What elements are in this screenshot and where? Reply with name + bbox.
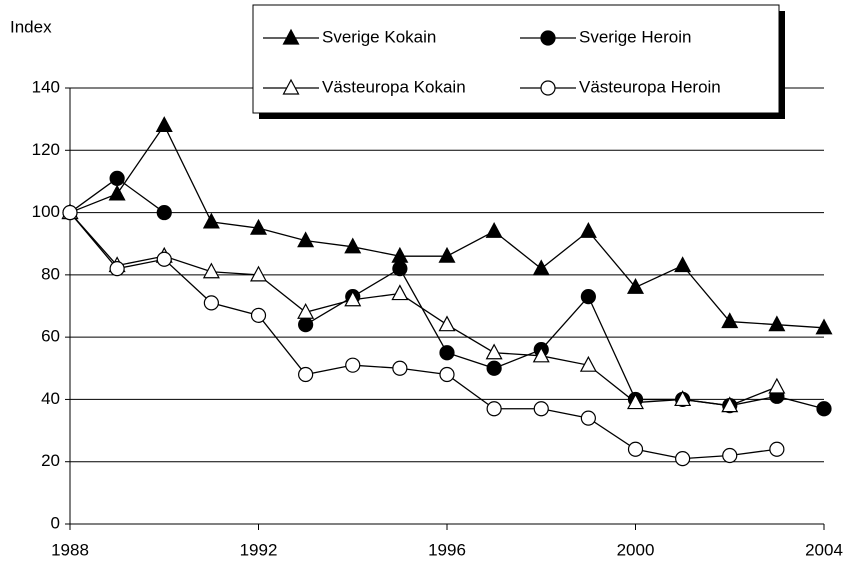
y-tick-label: 0: [51, 513, 60, 532]
y-tick-label: 80: [41, 264, 60, 283]
marker: [155, 116, 173, 132]
y-tick-label: 100: [32, 202, 60, 221]
marker: [391, 284, 409, 301]
marker: [540, 30, 556, 46]
marker: [344, 290, 362, 307]
marker: [297, 231, 315, 248]
y-tick-label: 60: [41, 327, 60, 346]
x-tick-label: 2000: [617, 540, 655, 559]
marker: [109, 261, 125, 277]
marker: [769, 441, 785, 457]
legend-label: Västeuropa Kokain: [322, 77, 466, 96]
legend-box: [252, 4, 780, 114]
marker: [486, 360, 502, 376]
marker: [627, 441, 644, 457]
marker: [579, 355, 597, 372]
marker: [816, 401, 832, 417]
marker: [626, 278, 645, 294]
marker: [721, 312, 739, 329]
marker: [486, 401, 502, 417]
legend-label: Sverige Kokain: [322, 27, 436, 46]
marker: [156, 204, 172, 221]
marker: [439, 345, 455, 361]
marker: [344, 237, 362, 254]
y-tick-label: 40: [41, 389, 60, 408]
x-tick-label: 1992: [240, 540, 278, 559]
marker: [202, 212, 220, 229]
marker: [345, 357, 361, 373]
y-tick-label: 140: [32, 77, 60, 96]
marker: [109, 170, 125, 186]
marker: [580, 410, 596, 426]
marker: [532, 346, 550, 363]
marker: [249, 218, 268, 235]
y-tick-label: 120: [32, 140, 60, 159]
marker: [675, 451, 691, 467]
marker: [62, 204, 78, 221]
marker: [298, 317, 314, 333]
marker: [282, 28, 300, 45]
y-tick-label: 20: [41, 451, 60, 470]
marker: [580, 289, 596, 305]
series-line: [69, 212, 777, 460]
series-line: [305, 267, 825, 410]
marker: [722, 447, 738, 464]
marker: [282, 78, 300, 95]
legend-label: Västeuropa Heroin: [579, 77, 721, 96]
marker: [768, 377, 786, 394]
marker: [532, 259, 550, 276]
marker: [202, 262, 220, 279]
marker: [298, 366, 314, 383]
marker: [108, 184, 126, 201]
marker: [203, 295, 219, 311]
marker: [540, 80, 556, 96]
series-line: [69, 212, 778, 407]
marker: [768, 315, 786, 332]
marker: [392, 261, 408, 277]
x-tick-label: 2004: [805, 540, 843, 559]
marker: [579, 221, 597, 238]
marker: [297, 302, 315, 319]
marker: [674, 256, 692, 273]
marker: [439, 366, 455, 383]
marker: [815, 318, 833, 335]
marker: [438, 246, 456, 263]
marker: [250, 307, 267, 323]
marker: [485, 221, 503, 238]
marker: [485, 343, 503, 360]
series-line: [69, 124, 825, 329]
marker: [156, 251, 172, 267]
marker: [438, 315, 456, 332]
marker: [626, 393, 645, 410]
marker: [533, 401, 549, 417]
marker: [721, 396, 739, 413]
marker: [249, 265, 268, 282]
x-tick-label: 1996: [428, 540, 466, 559]
marker: [674, 390, 692, 407]
x-tick-label: 1988: [51, 540, 89, 559]
y-axis-label: Index: [10, 17, 52, 36]
legend-label: Sverige Heroin: [579, 27, 691, 46]
marker: [392, 360, 408, 376]
